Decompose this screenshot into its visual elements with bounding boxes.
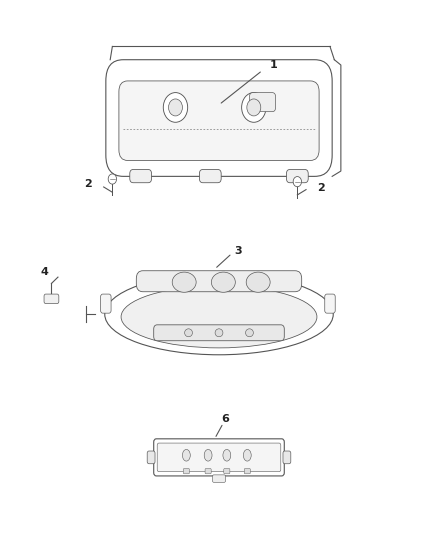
Ellipse shape [246, 272, 270, 292]
Ellipse shape [183, 449, 190, 461]
Ellipse shape [244, 449, 251, 461]
FancyBboxPatch shape [244, 469, 251, 474]
FancyBboxPatch shape [130, 169, 152, 183]
FancyBboxPatch shape [44, 294, 59, 304]
FancyBboxPatch shape [283, 451, 291, 464]
Ellipse shape [246, 329, 253, 337]
Ellipse shape [223, 449, 231, 461]
Text: 6: 6 [222, 414, 230, 424]
Ellipse shape [185, 329, 192, 337]
Ellipse shape [204, 449, 212, 461]
FancyBboxPatch shape [224, 469, 230, 474]
Ellipse shape [215, 329, 223, 337]
FancyBboxPatch shape [184, 469, 189, 474]
Circle shape [108, 174, 117, 184]
FancyBboxPatch shape [136, 271, 302, 292]
Text: 2: 2 [85, 179, 92, 189]
FancyBboxPatch shape [157, 443, 281, 472]
Text: 4: 4 [40, 267, 48, 277]
Circle shape [163, 93, 187, 122]
FancyBboxPatch shape [250, 93, 276, 112]
FancyBboxPatch shape [154, 439, 284, 476]
Ellipse shape [121, 286, 317, 348]
Ellipse shape [212, 272, 235, 292]
Text: 2: 2 [318, 183, 325, 193]
Circle shape [169, 99, 183, 116]
FancyBboxPatch shape [101, 294, 111, 313]
Circle shape [247, 99, 261, 116]
FancyBboxPatch shape [212, 475, 226, 482]
FancyBboxPatch shape [154, 325, 284, 341]
FancyBboxPatch shape [119, 81, 319, 160]
Circle shape [242, 93, 266, 122]
Text: 3: 3 [235, 246, 242, 256]
FancyBboxPatch shape [205, 469, 211, 474]
Text: 1: 1 [269, 60, 277, 70]
Ellipse shape [172, 272, 196, 292]
FancyBboxPatch shape [147, 451, 155, 464]
Circle shape [293, 176, 301, 187]
Ellipse shape [105, 273, 333, 355]
FancyBboxPatch shape [106, 60, 332, 176]
FancyBboxPatch shape [286, 169, 308, 183]
FancyBboxPatch shape [325, 294, 335, 313]
FancyBboxPatch shape [199, 169, 221, 183]
